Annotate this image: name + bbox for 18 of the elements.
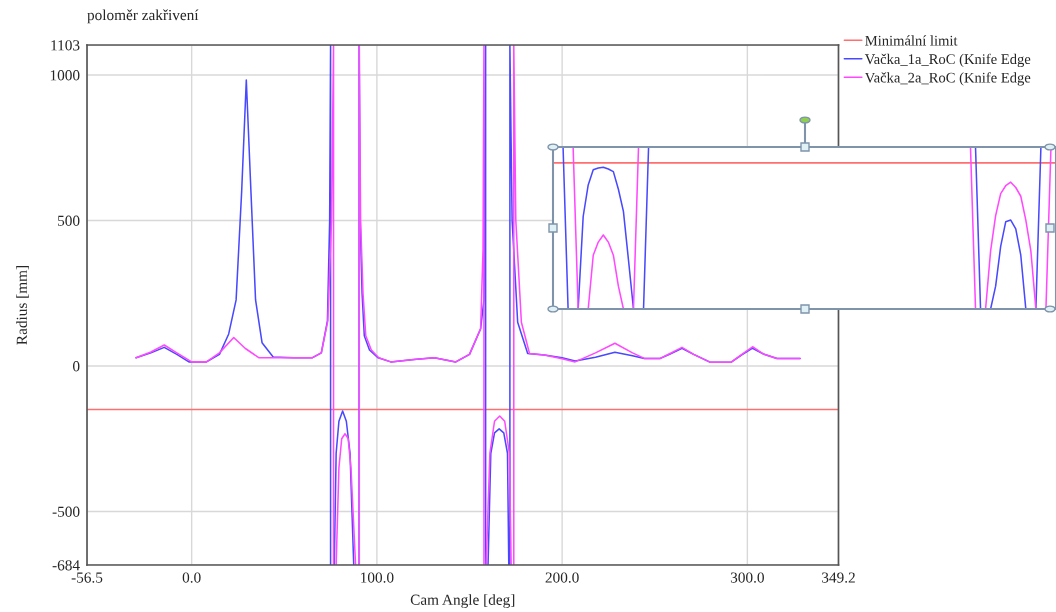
x-tick-label: 300.0 [730, 572, 764, 583]
y-tick-label: 1103 [51, 40, 80, 51]
x-tick-label: 0.0 [182, 572, 201, 583]
y-tick-label: -684 [52, 560, 80, 571]
y-tick-label: -500 [52, 506, 80, 517]
x-tick-label: -56.5 [71, 572, 103, 583]
x-tick-label: 349.2 [822, 572, 855, 583]
legend-label: Minimální limit [865, 35, 958, 46]
legend-label: Vačka_1a_RoC (Knife Edge [864, 53, 1031, 68]
y-tick-label: 500 [58, 215, 80, 226]
y-axis-title: Radius [mm] [16, 266, 29, 345]
x-tick-label: 100.0 [361, 572, 394, 583]
legend-label: Vačka_2a_RoC (Knife Edge [864, 72, 1031, 86]
x-tick-label: 200.0 [545, 572, 579, 583]
y-tick-label: 0 [73, 361, 80, 372]
x-axis-title: Cam Angle [deg] [410, 594, 515, 609]
y-tick-label: 1000 [50, 70, 80, 81]
chart-title: poloměr zakřivení [87, 9, 199, 24]
